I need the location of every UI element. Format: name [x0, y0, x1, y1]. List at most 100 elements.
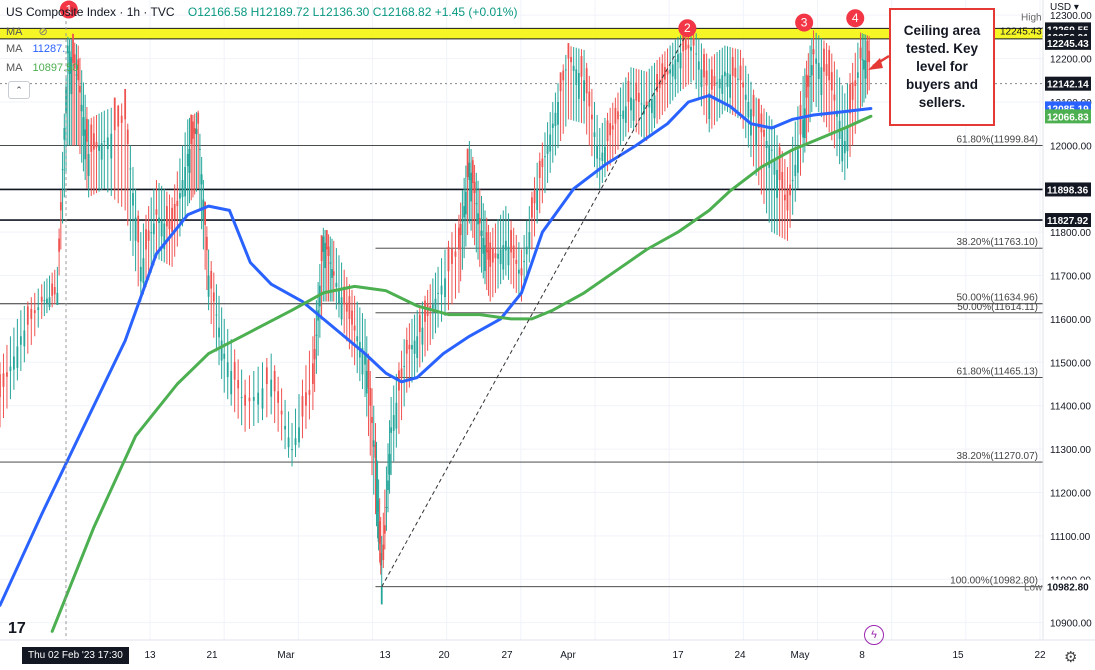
candle-body — [405, 339, 408, 354]
candle-body — [687, 44, 690, 49]
candle-body — [601, 152, 604, 161]
candle-body — [220, 340, 223, 361]
candle-body — [252, 397, 255, 401]
candle-body — [588, 91, 591, 107]
candle-body — [475, 203, 478, 205]
candle-body — [431, 304, 434, 309]
ma-value: 10897.50 — [32, 62, 79, 74]
eye-off-icon[interactable]: ⊘ — [38, 26, 48, 38]
candle-body — [395, 402, 398, 429]
candle-body — [593, 132, 596, 137]
candle-body — [817, 62, 820, 80]
candle-body — [491, 247, 494, 263]
candle-body — [33, 310, 36, 314]
candle-body — [82, 117, 85, 136]
candle-body — [23, 330, 26, 347]
arrow-head — [868, 58, 883, 70]
candle-body — [56, 292, 59, 306]
candle-body — [294, 438, 297, 446]
price-badge-label: 11898.36 — [1047, 185, 1089, 196]
fib-label: 50.00%(11634.96) — [956, 293, 1038, 304]
candle-body — [820, 67, 823, 95]
collapse-icon[interactable]: ⌃ — [8, 81, 30, 99]
candle-body — [361, 347, 364, 375]
candle-body — [551, 123, 554, 128]
candle-body — [0, 374, 1, 398]
candle-body — [802, 119, 805, 138]
candle-body — [856, 72, 859, 78]
candle-body — [828, 49, 831, 81]
candle-body — [454, 251, 457, 257]
x-tick-label: 13 — [144, 650, 156, 661]
candle-body — [103, 141, 106, 143]
x-tick-label: 21 — [206, 650, 218, 661]
candle-body — [48, 297, 51, 307]
candle-body — [723, 71, 726, 77]
candle-body — [640, 103, 643, 105]
candle-body — [106, 137, 109, 150]
candle-body — [468, 162, 471, 181]
tradingview-logo-icon[interactable]: 17 — [8, 620, 26, 637]
ma-indicator-row[interactable]: MA 10897.50 — [6, 62, 78, 74]
symbol-title[interactable]: US Composite Index · 1h · TVC — [6, 5, 175, 19]
candle-body — [653, 95, 656, 119]
candle-body — [559, 72, 562, 92]
candle-body — [72, 33, 74, 63]
lightning-icon[interactable]: ϟ — [864, 625, 884, 645]
candle-body — [244, 394, 247, 406]
candle-body — [485, 232, 488, 253]
ma-value: 11287. — [32, 43, 66, 55]
candle-body — [226, 362, 229, 378]
candle-body — [298, 427, 300, 443]
candle-body — [376, 500, 379, 512]
candle-body — [390, 427, 393, 433]
candle-body — [53, 287, 56, 295]
candle-body — [843, 141, 846, 154]
candle-body — [124, 88, 127, 120]
candle-body — [84, 129, 87, 160]
candle-body — [137, 215, 140, 243]
candle-body — [87, 154, 90, 176]
currency-selector[interactable]: USD ▾ — [1050, 2, 1079, 13]
candle-body — [117, 105, 120, 127]
candle-body — [301, 396, 304, 417]
candle-body — [567, 43, 570, 59]
moving-average-line[interactable] — [50, 114, 873, 633]
y-tick-label: 12300.00 — [1050, 11, 1092, 22]
trend-line[interactable] — [381, 32, 688, 587]
y-tick-label: 11300.00 — [1050, 445, 1091, 456]
candle-body — [622, 110, 625, 119]
candle-body — [763, 129, 765, 137]
candle-body — [408, 344, 411, 350]
gear-icon[interactable]: ⚙ — [1064, 649, 1078, 666]
candle-body — [734, 67, 737, 78]
candle-body — [648, 102, 651, 108]
candle-body — [377, 522, 380, 543]
candle-body — [59, 202, 62, 211]
candle-body — [322, 236, 325, 252]
x-tick-label: 17 — [672, 650, 684, 661]
trend-line[interactable] — [65, 15, 688, 640]
resistance-zone[interactable] — [0, 28, 1043, 39]
candle-body — [204, 201, 207, 225]
time-axis[interactable]: 13 21 Mar 13 20 27 Apr 17 24 May 8 15 22 — [0, 639, 1095, 661]
ma-indicator-row[interactable]: MA 11287. — [6, 43, 65, 55]
x-tick-label: 13 — [379, 650, 391, 661]
candle-body — [755, 123, 758, 146]
candle-body — [261, 388, 264, 409]
candle-body — [150, 232, 153, 234]
candle-body — [110, 133, 113, 159]
ma-indicator-row[interactable]: MA ⊘ — [6, 25, 53, 38]
moving-average-line[interactable] — [0, 94, 873, 607]
candle-body — [132, 193, 134, 206]
candle-body — [470, 172, 472, 202]
candle-body — [73, 54, 76, 69]
currency-label: USD — [1050, 2, 1072, 13]
price-badge — [1045, 109, 1091, 124]
candle-body — [95, 142, 98, 148]
candle-body — [284, 425, 286, 430]
candle-body — [536, 188, 539, 211]
price-axis[interactable]: 10900.0011000.0011100.0011200.0011300.00… — [1021, 0, 1095, 640]
candle-body — [645, 101, 648, 107]
